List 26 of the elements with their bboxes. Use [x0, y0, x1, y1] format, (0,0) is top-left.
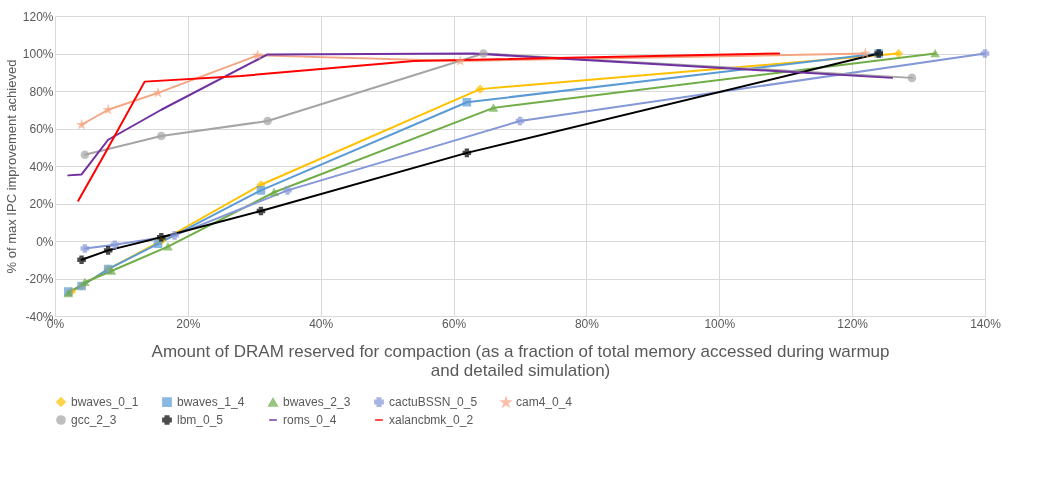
x-tick-label: 20% — [176, 316, 201, 331]
legend-label: xalancbmk_0_2 — [389, 413, 474, 427]
legend-label: bwaves_1_4 — [177, 395, 245, 410]
y-tick-label: 0% — [36, 234, 54, 249]
legend-label: bwaves_2_3 — [283, 395, 351, 410]
x-tick-label: 140% — [970, 316, 1002, 331]
y-tick-label: 60% — [29, 122, 54, 136]
y-tick-label: 120% — [22, 9, 54, 24]
x-tick-label: 100% — [704, 316, 736, 331]
x-tick-label: 40% — [309, 316, 334, 331]
legend-label: cam4_0_4 — [516, 395, 573, 410]
y-tick-label: 80% — [29, 84, 54, 99]
legend-label: cactuBSSN_0_5 — [389, 395, 478, 410]
legend-label: gcc_2_3 — [71, 413, 117, 427]
y-tick-label: 100% — [22, 47, 54, 61]
y-tick-label: 20% — [29, 197, 54, 211]
x-axis-title: Amount of DRAM reserved for compaction (as a fraction of total memory accessed during warmup and detailed simulation) — [151, 341, 890, 380]
y-tick-label: 40% — [29, 159, 54, 174]
x-tick-label: 120% — [837, 316, 869, 331]
y-axis-title: % of max IPC improvement achieved — [3, 59, 19, 274]
x-tick-label: 80% — [574, 316, 600, 331]
legend-label: lbm_0_5 — [177, 413, 224, 427]
legend-label: roms_0_4 — [283, 413, 337, 427]
x-tick-label: 60% — [442, 316, 467, 331]
legend-label: bwaves_0_1 — [71, 395, 139, 410]
y-tick-label: -20% — [25, 272, 54, 286]
